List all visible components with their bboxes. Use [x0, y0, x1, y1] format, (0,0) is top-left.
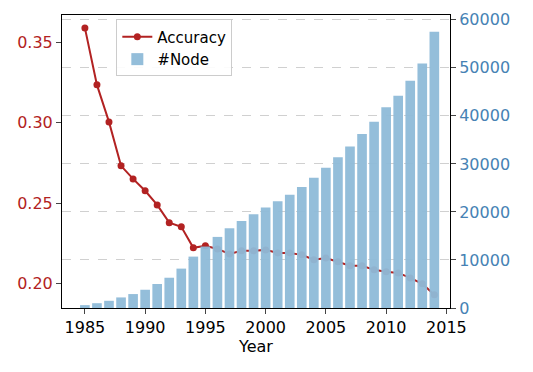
svg-text:50000: 50000	[459, 58, 510, 77]
svg-text:2015: 2015	[426, 318, 467, 337]
svg-text:0.35: 0.35	[17, 33, 53, 52]
svg-text:1995: 1995	[185, 318, 226, 337]
svg-text:60000: 60000	[459, 10, 510, 29]
svg-text:2000: 2000	[245, 318, 286, 337]
svg-text:2010: 2010	[366, 318, 407, 337]
svg-text:10000: 10000	[459, 251, 510, 270]
svg-text:Year: Year	[238, 337, 273, 356]
svg-text:30000: 30000	[459, 155, 510, 174]
svg-text:#Node: #Node	[157, 51, 209, 69]
svg-text:0: 0	[459, 299, 469, 318]
svg-text:0.20: 0.20	[17, 274, 53, 293]
svg-text:1990: 1990	[125, 318, 166, 337]
svg-text:0.25: 0.25	[17, 194, 53, 213]
svg-text:0.30: 0.30	[17, 113, 53, 132]
svg-text:20000: 20000	[459, 203, 510, 222]
svg-text:1985: 1985	[65, 318, 106, 337]
svg-text:2005: 2005	[306, 318, 347, 337]
svg-text:Accuracy: Accuracy	[157, 28, 226, 46]
svg-text:40000: 40000	[459, 106, 510, 125]
